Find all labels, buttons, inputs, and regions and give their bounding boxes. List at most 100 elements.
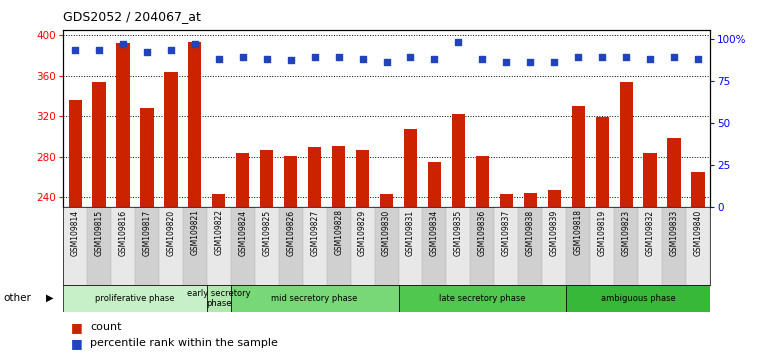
Text: GSM109838: GSM109838	[526, 210, 535, 256]
Bar	[231, 285, 399, 312]
Text: proliferative phase: proliferative phase	[95, 294, 175, 303]
Point	[668, 54, 680, 60]
Bar	[547, 190, 561, 207]
Bar	[63, 207, 87, 285]
Bar	[494, 207, 518, 285]
Bar	[620, 82, 633, 207]
Bar	[614, 207, 638, 285]
Point	[93, 47, 105, 53]
Text: count: count	[90, 322, 122, 332]
Bar	[399, 285, 566, 312]
Text: GSM109831: GSM109831	[406, 210, 415, 256]
Point	[620, 54, 632, 60]
Bar	[189, 42, 202, 207]
Bar	[428, 161, 441, 207]
Bar	[447, 207, 470, 285]
Point	[548, 59, 561, 65]
Bar	[111, 207, 135, 285]
Bar	[566, 285, 710, 312]
Bar	[284, 155, 297, 207]
Text: GSM109819: GSM109819	[598, 210, 607, 256]
Point	[189, 41, 201, 46]
Bar	[476, 155, 489, 207]
Bar	[500, 194, 513, 207]
Text: GSM109816: GSM109816	[119, 210, 128, 256]
Text: mid secretory phase: mid secretory phase	[272, 294, 358, 303]
Text: GSM109832: GSM109832	[645, 210, 654, 256]
Bar	[135, 207, 159, 285]
Bar	[63, 285, 207, 312]
Text: GSM109814: GSM109814	[71, 210, 79, 256]
Bar	[350, 207, 374, 285]
Bar	[183, 207, 207, 285]
Bar	[380, 194, 393, 207]
Text: ■: ■	[71, 337, 82, 350]
Text: GSM109830: GSM109830	[382, 210, 391, 256]
Bar	[542, 207, 566, 285]
Text: GSM109827: GSM109827	[310, 210, 320, 256]
Bar	[231, 207, 255, 285]
Bar	[260, 150, 273, 207]
Bar	[69, 100, 82, 207]
Point	[596, 54, 608, 60]
Point	[357, 56, 369, 62]
Bar	[404, 129, 417, 207]
Point	[476, 56, 488, 62]
Bar	[571, 106, 584, 207]
Bar	[356, 150, 369, 207]
Text: GSM109836: GSM109836	[478, 210, 487, 256]
Bar	[326, 207, 350, 285]
Text: GSM109829: GSM109829	[358, 210, 367, 256]
Text: GSM109828: GSM109828	[334, 210, 343, 256]
Bar	[207, 207, 231, 285]
Point	[236, 54, 249, 60]
Bar	[116, 43, 129, 207]
Point	[404, 54, 417, 60]
Bar	[159, 207, 183, 285]
Text: GSM109835: GSM109835	[454, 210, 463, 256]
Bar	[644, 154, 657, 207]
Bar	[423, 207, 447, 285]
Point	[524, 59, 537, 65]
Text: GSM109834: GSM109834	[430, 210, 439, 256]
Point	[69, 47, 82, 53]
Point	[260, 56, 273, 62]
Point	[428, 56, 440, 62]
Text: GSM109821: GSM109821	[190, 210, 199, 256]
Text: late secretory phase: late secretory phase	[439, 294, 526, 303]
Text: GSM109837: GSM109837	[502, 210, 511, 256]
Bar	[595, 117, 609, 207]
Text: GSM109839: GSM109839	[550, 210, 559, 256]
Text: GSM109815: GSM109815	[95, 210, 104, 256]
Bar	[662, 207, 686, 285]
Text: GSM109824: GSM109824	[238, 210, 247, 256]
Text: percentile rank within the sample: percentile rank within the sample	[90, 338, 278, 348]
Text: GSM109817: GSM109817	[142, 210, 152, 256]
Bar	[207, 285, 231, 312]
Bar	[303, 207, 326, 285]
Bar	[140, 108, 153, 207]
Text: GDS2052 / 204067_at: GDS2052 / 204067_at	[63, 10, 201, 23]
Text: GSM109833: GSM109833	[669, 210, 678, 256]
Point	[572, 54, 584, 60]
Bar	[524, 193, 537, 207]
Bar	[255, 207, 279, 285]
Text: GSM109823: GSM109823	[621, 210, 631, 256]
Bar	[332, 147, 345, 207]
Point	[452, 39, 464, 45]
Bar	[213, 194, 226, 207]
Point	[691, 56, 704, 62]
Bar	[399, 207, 423, 285]
Point	[309, 54, 321, 60]
Point	[333, 54, 345, 60]
Text: GSM109826: GSM109826	[286, 210, 295, 256]
Text: other: other	[3, 293, 31, 303]
Bar	[518, 207, 542, 285]
Point	[644, 56, 656, 62]
Text: ■: ■	[71, 321, 82, 334]
Bar	[452, 114, 465, 207]
Point	[117, 41, 129, 46]
Bar	[638, 207, 662, 285]
Bar	[374, 207, 399, 285]
Text: early secretory
phase: early secretory phase	[187, 289, 251, 308]
